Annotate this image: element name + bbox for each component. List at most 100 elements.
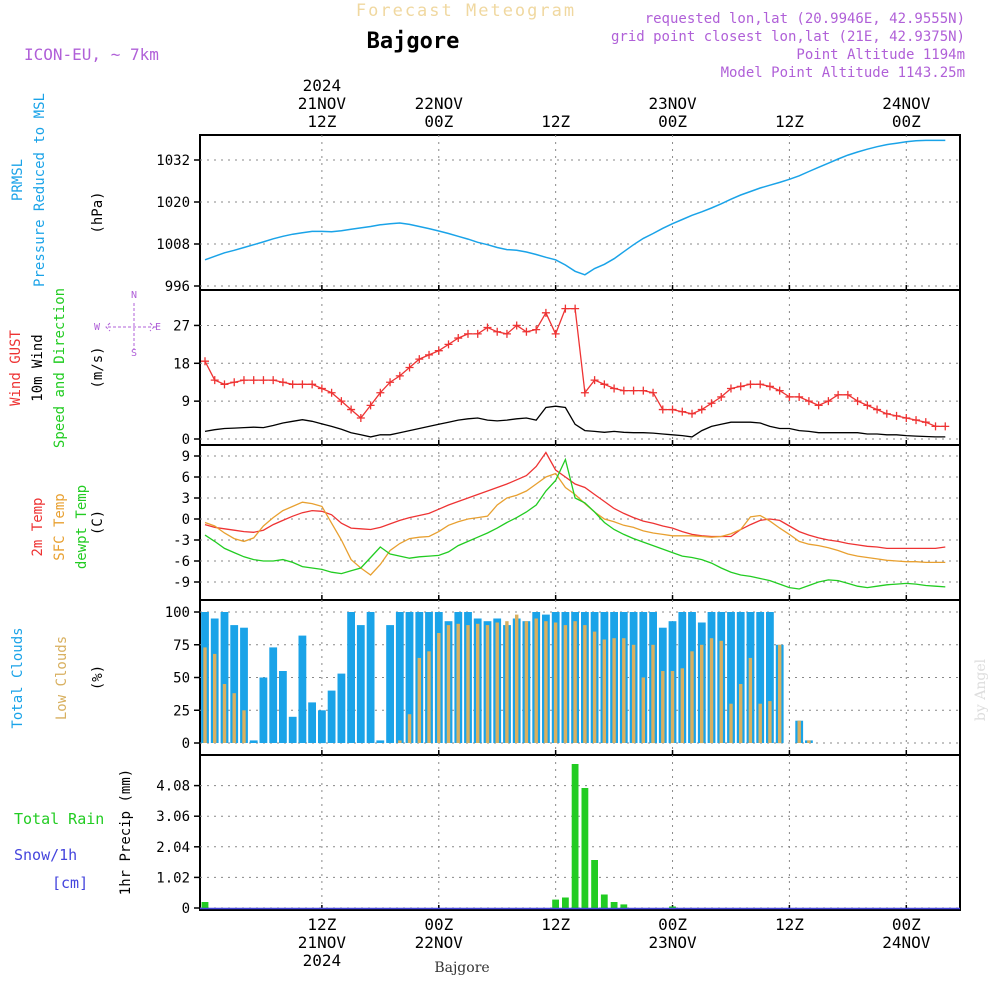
rain-bar — [552, 899, 559, 908]
gust-point — [902, 413, 911, 422]
gust-point — [454, 334, 463, 343]
total-rain-label: Total Rain — [14, 810, 104, 828]
gust-point — [473, 329, 482, 338]
total-cloud-bar — [405, 612, 414, 743]
gust-point — [259, 376, 268, 385]
bottom-time-label: 24NOV — [882, 933, 931, 952]
total-cloud-bar — [298, 635, 307, 743]
low-cloud-bar — [495, 622, 499, 743]
gust-point — [210, 376, 219, 385]
gust-point — [941, 422, 950, 431]
low-cloud-bar — [505, 621, 509, 743]
low-cloud-bar — [222, 684, 227, 743]
low-cloud-bar — [807, 740, 811, 743]
gust-point — [415, 355, 424, 364]
y-tick-label: 1008 — [156, 237, 190, 253]
y-axis-title: Pressure Reduced to MSL — [32, 93, 48, 287]
bottom-station-label: Bajgore — [434, 960, 489, 976]
low-cloud-bar — [544, 621, 548, 743]
unit-label: (C) — [90, 510, 106, 535]
panel-pressure: 996 1008 1020 1032 (hPa) PRMSL Pressure Reduce… — [10, 93, 961, 295]
gust-point — [765, 382, 774, 391]
gust-point — [834, 390, 843, 399]
low-cloud-bar — [739, 684, 743, 743]
gust-point — [824, 397, 833, 406]
compass-rose: N S W E — [94, 290, 161, 359]
low-cloud-bar — [670, 671, 675, 743]
gust-point — [600, 380, 609, 389]
y-tick-label: 3.06 — [156, 809, 190, 825]
y-axis-title: SFC Temp — [52, 493, 68, 560]
low-cloud-bar — [719, 640, 723, 743]
gust-point — [619, 386, 628, 395]
top-time-label: 22NOV — [415, 94, 464, 113]
gust-point — [405, 363, 414, 372]
low-cloud-bar — [651, 644, 655, 744]
gust-point — [502, 329, 511, 338]
gust-point — [561, 304, 570, 313]
y-tick-label: 6 — [182, 470, 190, 486]
y-tick-label: 1020 — [156, 195, 190, 211]
pressure-series-line — [204, 139, 946, 276]
unit-label: (%) — [90, 665, 106, 690]
total-cloud-bar — [249, 740, 258, 743]
rain-bar — [600, 894, 608, 908]
gust-point — [337, 397, 346, 406]
bottom-time-label: 12Z — [775, 915, 804, 934]
low-cloud-bar — [456, 623, 460, 743]
gust-point — [775, 386, 784, 395]
y-axis-title: Speed and Direction — [52, 288, 68, 448]
bottom-time-label: 12Z — [541, 915, 570, 934]
gust-point — [425, 350, 434, 359]
total-cloud-bar — [766, 612, 774, 743]
rain-bar — [610, 902, 618, 908]
panel-temperature: -9 -6 -3 0 3 6 9 (C) 2m Temp SFC Temp dewpt Temp — [30, 444, 961, 601]
snow-unit-label: [cm] — [52, 874, 88, 892]
top-time-label: 00Z — [424, 112, 453, 131]
low-cloud-bar — [553, 622, 558, 743]
low-cloud-bar — [631, 644, 636, 744]
rain-bar — [669, 906, 676, 908]
rain-bar — [581, 788, 589, 908]
y-tick-label: 27 — [173, 318, 190, 334]
requested-coords: requested lon,lat (20.9946E, 42.9555N) — [645, 11, 965, 27]
rain-bar — [562, 897, 569, 908]
y-axis-title: 1hr Precip (mm) — [118, 769, 134, 895]
low-cloud-bar — [534, 618, 538, 743]
gust-point — [658, 405, 667, 414]
y-axis-title: 2m Temp — [30, 497, 46, 556]
compass-north-label: N — [131, 290, 137, 301]
gust-point — [931, 422, 940, 431]
y-tick-label: 75 — [173, 638, 190, 654]
total-cloud-bar — [240, 627, 248, 743]
top-time-label: 21NOV — [298, 94, 347, 113]
y-tick-label: 9 — [182, 449, 190, 465]
low-cloud-bar — [583, 625, 587, 743]
y-tick-label: -9 — [173, 575, 190, 591]
gust-point — [308, 380, 317, 389]
gust-point — [571, 304, 580, 313]
gust-point — [395, 371, 404, 380]
gust-point — [717, 392, 726, 401]
y-tick-label: 3 — [182, 491, 190, 507]
y-axis-title: Wind GUST — [8, 330, 24, 406]
gust-point — [347, 405, 356, 414]
low-cloud-bar — [797, 720, 801, 743]
total-cloud-bar — [727, 612, 735, 743]
gust-point — [249, 376, 258, 385]
y-tick-label: 2.04 — [156, 840, 190, 856]
total-cloud-bar — [337, 673, 346, 743]
total-cloud-bar — [269, 647, 278, 743]
low-cloud-bar — [592, 631, 597, 743]
rain-bar — [591, 860, 598, 908]
y-axis-title: PRMSL — [10, 159, 26, 201]
low-cloud-bar — [622, 638, 626, 743]
gust-point — [639, 386, 648, 395]
top-time-label: 12Z — [775, 112, 804, 131]
gust-point — [278, 378, 287, 387]
gust-point — [697, 405, 706, 414]
low-cloud-bar — [466, 625, 470, 743]
wind-series-line — [204, 405, 946, 438]
